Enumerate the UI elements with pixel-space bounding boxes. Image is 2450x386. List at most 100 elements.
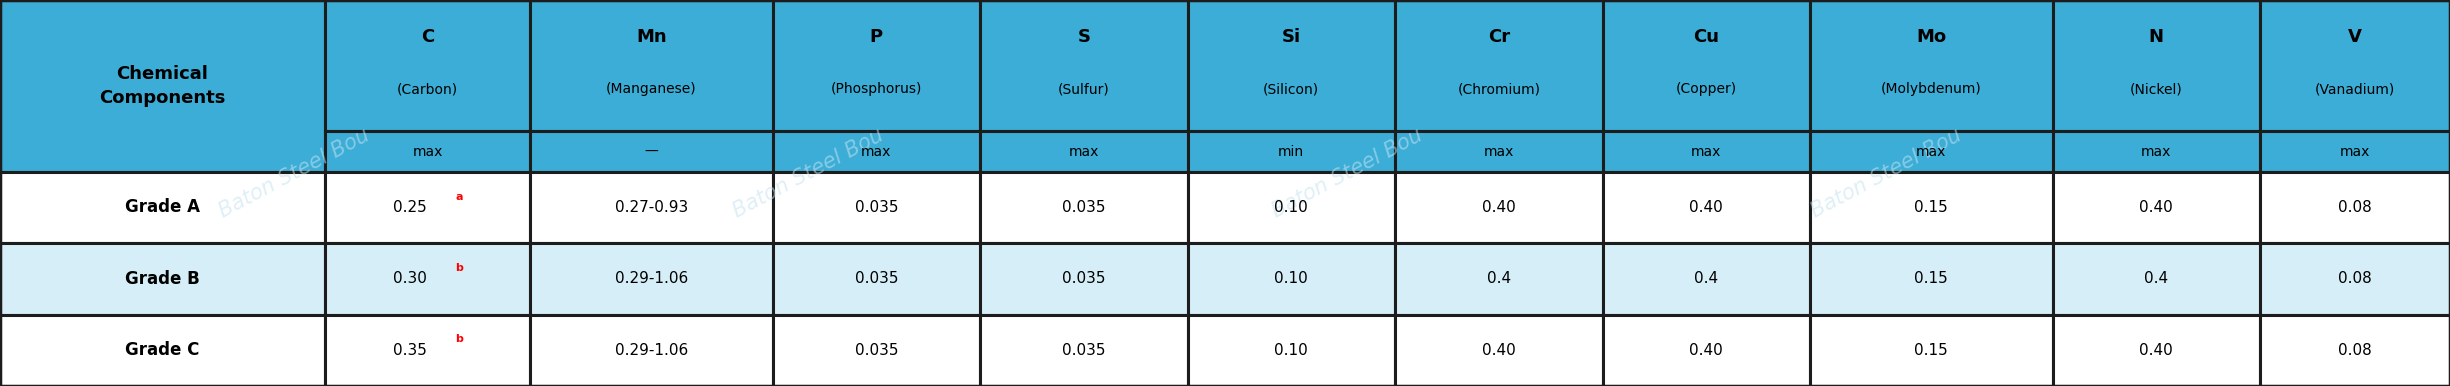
Text: C: C xyxy=(421,28,434,46)
Text: 0.29-1.06: 0.29-1.06 xyxy=(615,271,688,286)
Text: Mo: Mo xyxy=(1916,28,1945,46)
Bar xyxy=(529,315,772,386)
Text: 0.40: 0.40 xyxy=(1690,200,1722,215)
Text: b: b xyxy=(456,263,463,273)
Text: 0.4: 0.4 xyxy=(1695,271,1717,286)
Text: max: max xyxy=(412,144,443,159)
Text: Baton Steel Bou: Baton Steel Bou xyxy=(1269,125,1426,222)
Bar xyxy=(2053,172,2259,243)
Text: max: max xyxy=(1068,144,1100,159)
Text: 0.035: 0.035 xyxy=(1061,343,1105,358)
Text: Cr: Cr xyxy=(1487,28,1509,46)
Text: —: — xyxy=(644,144,659,159)
Bar xyxy=(980,315,1188,386)
Bar xyxy=(529,0,772,131)
Text: 0.30: 0.30 xyxy=(394,271,426,286)
Bar xyxy=(2259,172,2450,243)
Text: Grade A: Grade A xyxy=(125,198,201,217)
Text: 0.40: 0.40 xyxy=(2139,343,2173,358)
Bar xyxy=(1394,172,1602,243)
Text: Grade C: Grade C xyxy=(125,341,201,359)
Bar xyxy=(980,131,1188,172)
Bar xyxy=(772,243,980,315)
Text: max: max xyxy=(1690,144,1722,159)
Bar xyxy=(1811,243,2053,315)
Text: max: max xyxy=(1485,144,1514,159)
Text: Chemical
Components: Chemical Components xyxy=(100,65,225,107)
Bar xyxy=(326,0,529,131)
Text: 0.15: 0.15 xyxy=(1913,343,1948,358)
Bar xyxy=(1811,315,2053,386)
Bar xyxy=(1602,315,1811,386)
Text: Si: Si xyxy=(1281,28,1301,46)
Text: 0.4: 0.4 xyxy=(2144,271,2168,286)
Text: 0.08: 0.08 xyxy=(2337,271,2372,286)
Text: (Silicon): (Silicon) xyxy=(1264,82,1318,96)
Text: N: N xyxy=(2149,28,2163,46)
Bar xyxy=(326,243,529,315)
Text: 0.035: 0.035 xyxy=(1061,271,1105,286)
Bar xyxy=(980,243,1188,315)
Text: 0.10: 0.10 xyxy=(1274,200,1308,215)
Text: (Nickel): (Nickel) xyxy=(2129,82,2183,96)
Text: 0.40: 0.40 xyxy=(1482,200,1517,215)
Bar xyxy=(2259,131,2450,172)
Text: Baton Steel Bou: Baton Steel Bou xyxy=(730,125,887,222)
Bar xyxy=(529,243,772,315)
Bar xyxy=(0,315,326,386)
Text: a: a xyxy=(456,192,463,201)
Bar xyxy=(1188,0,1394,131)
Text: 0.25: 0.25 xyxy=(394,200,426,215)
Text: max: max xyxy=(2340,144,2369,159)
Text: 0.40: 0.40 xyxy=(2139,200,2173,215)
Bar xyxy=(326,172,529,243)
Text: max: max xyxy=(2141,144,2171,159)
Bar xyxy=(772,131,980,172)
Bar xyxy=(772,0,980,131)
Bar xyxy=(1811,0,2053,131)
Bar xyxy=(2053,315,2259,386)
Bar xyxy=(1602,172,1811,243)
Text: (Chromium): (Chromium) xyxy=(1458,82,1541,96)
Text: P: P xyxy=(870,28,882,46)
Text: (Manganese): (Manganese) xyxy=(605,82,696,96)
Bar xyxy=(2259,0,2450,131)
Bar xyxy=(1188,243,1394,315)
Bar xyxy=(1602,0,1811,131)
Bar xyxy=(1394,243,1602,315)
Text: b: b xyxy=(456,335,463,344)
Text: 0.035: 0.035 xyxy=(1061,200,1105,215)
Text: Baton Steel Bou: Baton Steel Bou xyxy=(1808,125,1965,222)
Text: (Vanadium): (Vanadium) xyxy=(2315,82,2396,96)
Text: 0.035: 0.035 xyxy=(855,343,899,358)
Text: Mn: Mn xyxy=(637,28,666,46)
Bar xyxy=(1188,172,1394,243)
Bar xyxy=(1811,131,2053,172)
Bar xyxy=(1811,172,2053,243)
Text: 0.035: 0.035 xyxy=(855,271,899,286)
Bar xyxy=(980,0,1188,131)
Bar xyxy=(1188,315,1394,386)
Text: 0.40: 0.40 xyxy=(1482,343,1517,358)
Text: 0.29-1.06: 0.29-1.06 xyxy=(615,343,688,358)
Bar xyxy=(980,172,1188,243)
Text: max: max xyxy=(1916,144,1945,159)
Text: max: max xyxy=(860,144,892,159)
Text: 0.10: 0.10 xyxy=(1274,343,1308,358)
Bar xyxy=(772,315,980,386)
Bar xyxy=(1602,131,1811,172)
Bar xyxy=(1394,315,1602,386)
Text: 0.40: 0.40 xyxy=(1690,343,1722,358)
Bar xyxy=(772,172,980,243)
Text: (Copper): (Copper) xyxy=(1676,82,1737,96)
Text: 0.08: 0.08 xyxy=(2337,200,2372,215)
Bar xyxy=(2259,315,2450,386)
Bar xyxy=(529,172,772,243)
Text: 0.4: 0.4 xyxy=(1487,271,1512,286)
Text: 0.15: 0.15 xyxy=(1913,200,1948,215)
Bar xyxy=(2053,131,2259,172)
Text: 0.10: 0.10 xyxy=(1274,271,1308,286)
Bar xyxy=(1394,131,1602,172)
Bar xyxy=(2053,243,2259,315)
Text: V: V xyxy=(2347,28,2362,46)
